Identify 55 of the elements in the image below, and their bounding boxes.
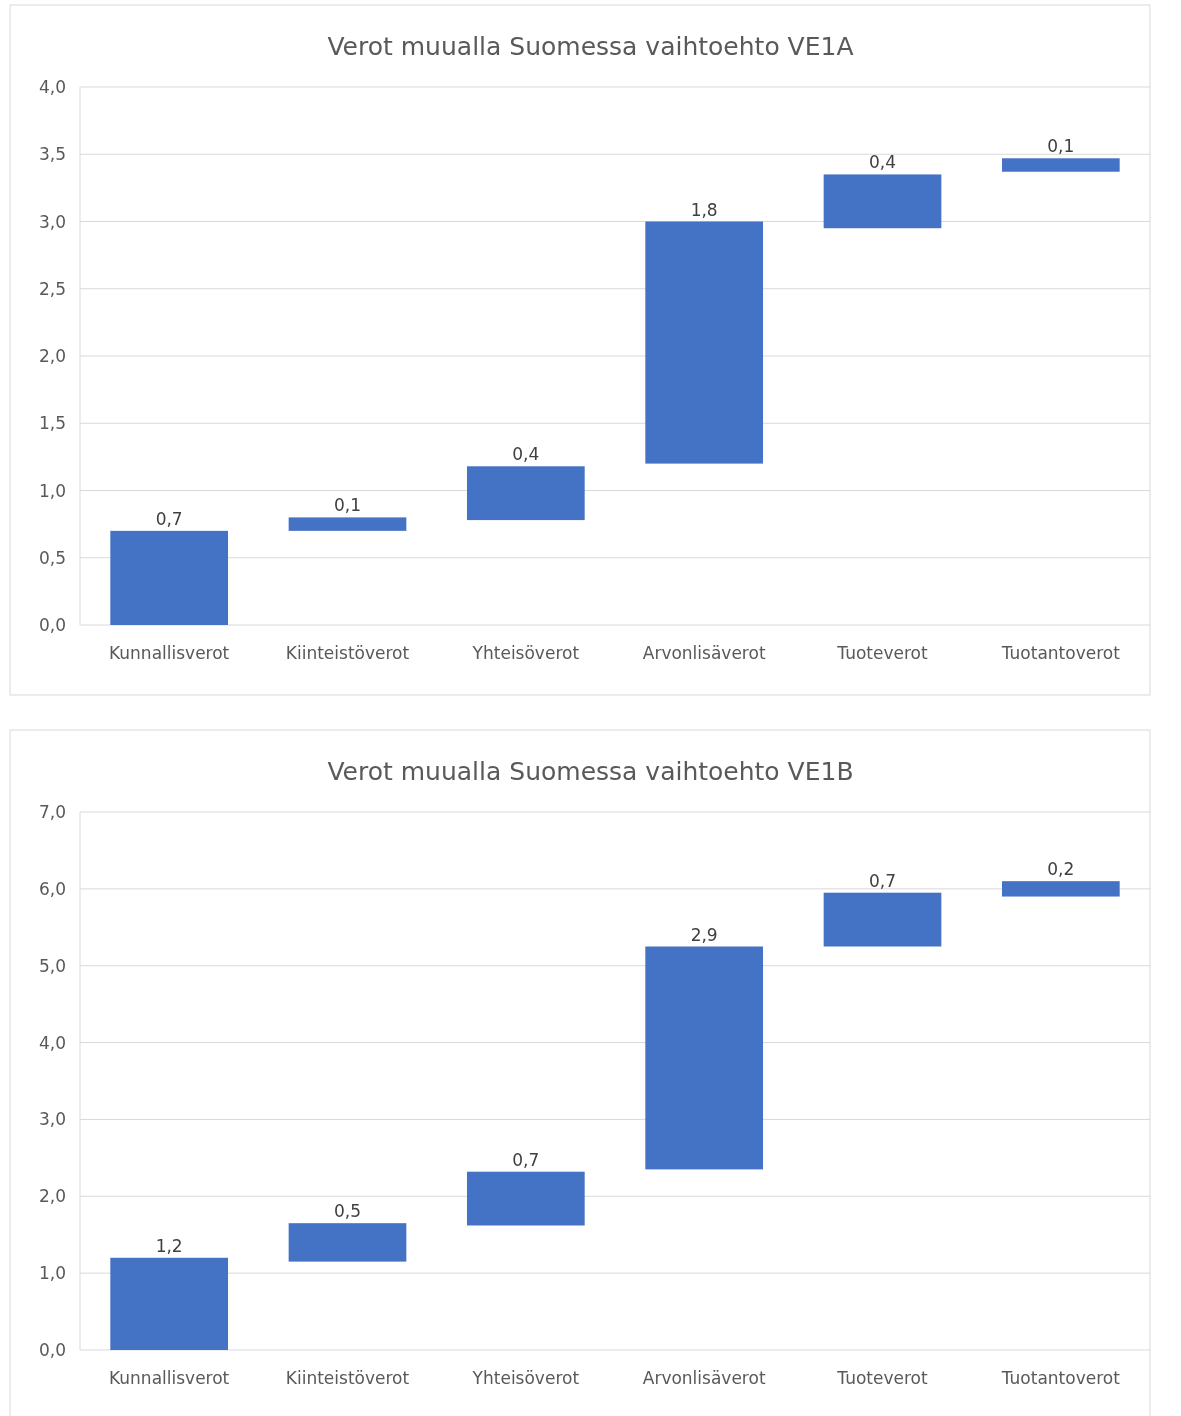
y-tick-label: 2,0: [38, 1186, 66, 1207]
x-tick-label: Arvonlisäverot: [642, 1368, 766, 1388]
bar: [288, 517, 407, 531]
x-tick-label: Kiinteistöverot: [285, 643, 410, 663]
y-tick-label: 3,5: [38, 144, 66, 165]
data-label: 0,7: [155, 508, 183, 529]
bar: [645, 946, 764, 1170]
y-tick-label: 3,0: [38, 211, 66, 232]
y-tick-label: 6,0: [38, 878, 66, 899]
y-tick-label: 5,0: [38, 955, 66, 976]
x-tick-label: Tuoteverot: [836, 643, 928, 663]
data-label: 2,9: [690, 924, 718, 945]
y-tick-label: 1,0: [38, 480, 66, 501]
x-tick-label: Kunnallisverot: [109, 643, 230, 663]
y-tick-label: 4,0: [38, 1032, 66, 1053]
bar: [823, 174, 942, 229]
data-label: 0,2: [1047, 859, 1075, 880]
data-label: 1,2: [155, 1235, 183, 1256]
x-tick-label: Kunnallisverot: [109, 1368, 230, 1388]
data-label: 0,5: [333, 1201, 362, 1222]
bar: [1001, 881, 1120, 897]
x-tick-label: Yhteisöverot: [471, 1368, 580, 1388]
bar: [466, 466, 585, 521]
x-tick-label: Kiinteistöverot: [285, 1368, 410, 1388]
y-tick-label: 2,5: [38, 278, 66, 299]
data-label: 0,4: [868, 152, 897, 173]
data-label: 0,7: [512, 1149, 540, 1170]
bar: [645, 221, 764, 464]
y-tick-label: 0,5: [38, 547, 66, 568]
y-tick-label: 1,5: [38, 413, 66, 434]
y-tick-label: 3,0: [38, 1109, 66, 1130]
y-tick-label: 1,0: [38, 1263, 66, 1284]
y-tick-label: 0,0: [38, 1340, 66, 1360]
y-tick-label: 2,0: [38, 346, 66, 366]
bar: [110, 1257, 229, 1350]
x-tick-label: Tuotantoverot: [1000, 643, 1121, 663]
x-tick-label: Tuotantoverot: [1000, 1368, 1121, 1388]
x-tick-label: Arvonlisäverot: [642, 643, 766, 663]
x-tick-label: Yhteisöverot: [471, 643, 580, 663]
bar: [288, 1223, 407, 1262]
data-label: 0,7: [868, 870, 897, 891]
x-tick-label: Tuoteverot: [836, 1368, 928, 1388]
data-label: 0,4: [512, 444, 540, 465]
bar: [823, 892, 942, 947]
data-label: 1,8: [690, 199, 718, 220]
chart-title: Verot muualla Suomessa vaihtoehto VE1A: [327, 32, 854, 61]
bar: [1001, 158, 1120, 172]
y-tick-label: 7,0: [38, 802, 66, 822]
y-tick-label: 4,0: [38, 77, 66, 97]
data-label: 0,1: [1047, 136, 1075, 157]
bar: [110, 530, 229, 625]
chart-title: Verot muualla Suomessa vaihtoehto VE1B: [327, 757, 854, 786]
y-tick-label: 0,0: [38, 615, 66, 635]
data-label: 0,1: [333, 495, 362, 516]
bar: [466, 1171, 585, 1226]
